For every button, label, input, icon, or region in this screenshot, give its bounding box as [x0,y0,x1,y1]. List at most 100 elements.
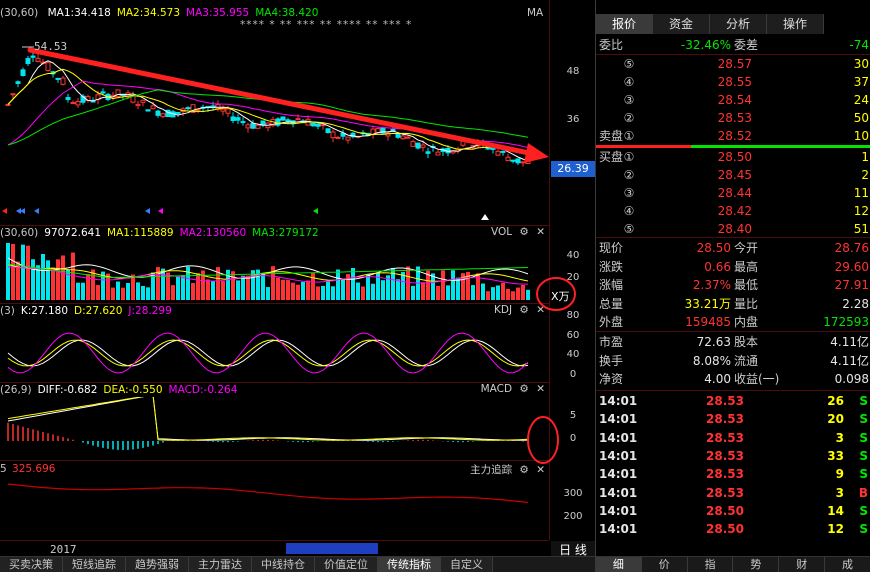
book-volume: 51 [853,222,869,236]
trade-v: 12 [827,522,844,537]
gear-icon[interactable]: ⚙ [519,464,529,476]
tab-indicator-4[interactable]: 中线持仓 [252,557,315,572]
x-axis-year: 2017 [50,543,77,556]
candle-body [295,118,301,121]
kdj-ytick-40: 40 [566,349,580,360]
trade-v: 33 [827,448,844,463]
volume-bar [446,285,450,300]
tab-quote-0[interactable]: 报价 [596,14,653,34]
book-level: ② [623,168,635,182]
gear-icon[interactable]: ⚙ [519,226,529,238]
tab-right-bottom-3[interactable]: 势 [733,557,780,572]
sell-level-row[interactable]: ⑤ 28.57 30 [596,55,870,73]
tab-indicator-3[interactable]: 主力雷达 [189,557,252,572]
volume-chart[interactable] [0,240,549,302]
tab-indicator-1[interactable]: 短线追踪 [63,557,126,572]
close-icon[interactable]: ✕ [536,226,545,238]
volume-bar [476,273,480,300]
volume-bar [96,285,100,300]
tab-right-bottom-1[interactable]: 价 [642,557,688,572]
tab-indicator-0[interactable]: 买卖决策 [0,557,63,572]
trend-arrow-line [27,47,537,157]
sell-level-row[interactable]: ④ 28.55 37 [596,73,870,91]
candle-body [35,57,41,62]
tab-quote-2[interactable]: 分析 [710,14,767,34]
volume-bar [106,273,110,300]
volume-bar [276,277,280,300]
volume-bar [126,283,130,300]
volume-bar [91,269,95,300]
sell-level-row[interactable]: ② 28.53 50 [596,109,870,127]
tab-indicator-7[interactable]: 自定义 [441,557,493,572]
book-level: ① [623,129,635,143]
kline-chart-area[interactable]: (30,60) MA1:34.418 MA2:34.573 MA3:35.955 MA… [0,0,595,558]
volume-bar [141,285,145,300]
volume-bar [176,276,180,300]
ma-line-10 [7,68,529,156]
scroll-thumb[interactable] [286,543,378,554]
candle-body [135,103,141,107]
tab-quote-3[interactable]: 操作 [767,14,824,34]
macd-tools: MACD ⚙ ✕ [477,383,545,395]
gear-icon[interactable]: ⚙ [519,304,529,316]
macd-header-item: DEA:-0.550 [103,384,163,396]
buy-level-row[interactable]: ③ 28.44 11 [596,184,870,202]
sell-level-row[interactable]: ③ 28.54 24 [596,91,870,109]
macd-line [7,397,529,441]
ma-tag[interactable]: MA [527,7,544,19]
book-volume: 10 [853,129,869,143]
tab-right-bottom-0[interactable]: 细 [596,557,642,572]
candle-body [250,122,256,129]
book-level: ⑤ [623,57,635,71]
close-icon[interactable]: ✕ [536,464,545,476]
book-volume: 37 [853,75,869,89]
gear-icon[interactable]: ⚙ [519,383,529,395]
volume-bar [521,284,525,300]
tab-indicator-5[interactable]: 价值定位 [315,557,378,572]
tab-indicator-6[interactable]: 传统指标 [378,557,441,572]
stat-v2: 4.11亿 [830,335,869,349]
kdj-ytick-0: 0 [569,369,577,380]
volume-bar [221,281,225,300]
buy-level-row[interactable]: ② 28.45 2 [596,166,870,184]
book-volume: 30 [853,57,869,71]
stat-v2: 4.11亿 [830,353,869,368]
weibi-row: 委比 -32.46% 委差 -74 [596,36,870,54]
kdj-chart[interactable] [0,318,549,380]
capital-tag: 主力追踪 [470,464,513,476]
macd-chart[interactable] [0,397,549,459]
tab-right-bottom-2[interactable]: 指 [688,557,734,572]
tab-indicator-2[interactable]: 趋势强弱 [126,557,189,572]
sell-level-row[interactable]: 卖盘 ① 28.52 10 [596,127,870,145]
buy-level-row[interactable]: 买盘 ① 28.50 1 [596,148,870,166]
volume-bar [216,267,220,300]
bid-ask-divider [596,145,691,148]
book-level: ① [623,150,635,164]
close-icon[interactable]: ✕ [536,304,545,316]
close-icon[interactable]: ✕ [536,383,545,395]
candle-body [495,150,501,156]
trade-v: 14 [827,503,844,518]
capital-tracking-chart[interactable] [0,476,549,540]
buy-level-row[interactable]: ⑤ 28.40 51 [596,220,870,238]
quote-panel: 报价 资金 分析 操作 委比 -32.46% 委差 -74 ⑤ 28.57 30 ④ 28.5… [595,0,870,572]
candle-body [190,104,196,113]
tab-right-bottom-5[interactable]: 成 [825,557,870,572]
price-high-label: 54.53 [34,40,68,53]
vol-ytick-20: 20 [566,272,580,283]
trade-s: B [858,485,868,500]
tab-right-bottom-4[interactable]: 财 [779,557,826,572]
event-star-marks[interactable]: **** * ** *** ** **** ** *** * [240,19,413,31]
volume-bar [66,269,70,300]
macd-pane-header: (26,9) DIFF:-0.682 DEA:-0.550 MACD:-0.264 [0,383,243,397]
buy-level-row[interactable]: ④ 28.42 12 [596,202,870,220]
main-pane-header: (30,60) MA1:34.418 MA2:34.573 MA3:35.955 MA… [0,6,324,20]
candlestick-chart[interactable] [0,30,549,220]
trade-p: 28.50 [706,503,744,518]
weicha-value: -74 [849,38,869,52]
capital-line [7,483,529,504]
candle-body [65,97,71,100]
candle-body [70,102,76,105]
tab-quote-1[interactable]: 资金 [653,14,710,34]
period-label[interactable]: 日 线 [551,541,595,558]
